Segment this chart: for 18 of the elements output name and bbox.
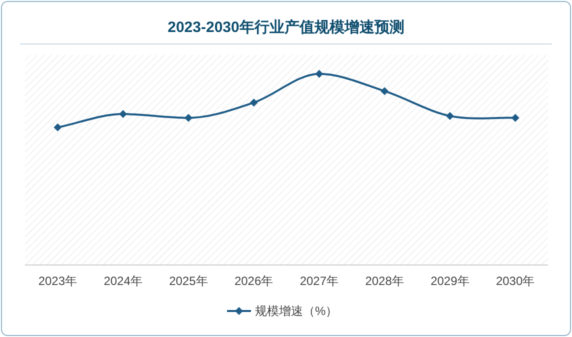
x-tick-label: 2030年 [496,274,535,288]
chart-title: 2023-2030年行业产值规模增速预测 [168,19,404,36]
x-tick-label: 2028年 [365,274,404,288]
x-tick-label: 2024年 [104,274,142,288]
point [446,112,454,120]
point [250,98,258,107]
x-tick-label: 2027年 [300,274,339,288]
point [315,70,324,78]
point [184,114,192,122]
x-tick-label: 2029年 [430,274,470,288]
point [119,110,128,118]
x-tick-label: 2026年 [234,274,274,288]
x-tick-label: 2025年 [169,274,208,288]
x-tick-label: 2023年 [38,274,78,288]
point [54,123,62,132]
legend-label: 规模增速（%） [255,304,338,318]
point [380,87,389,96]
point [511,114,520,122]
